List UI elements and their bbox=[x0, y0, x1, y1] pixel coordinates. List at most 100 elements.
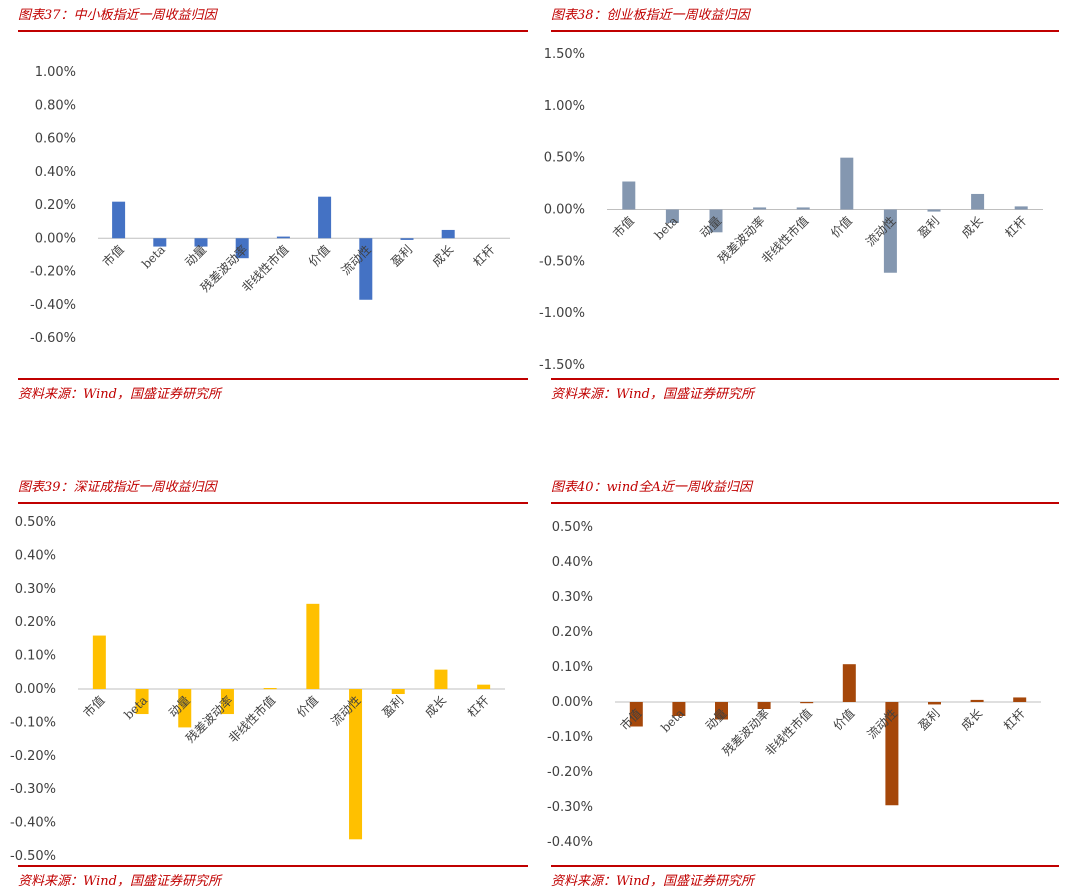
source-rule bbox=[551, 378, 1059, 380]
bar bbox=[753, 207, 767, 210]
y-tick-label: 0.20% bbox=[552, 625, 593, 640]
title-rule bbox=[551, 30, 1059, 32]
bar bbox=[842, 664, 856, 702]
x-category-label: beta bbox=[139, 242, 168, 271]
title-rule bbox=[18, 502, 528, 504]
y-tick-label: -0.60% bbox=[30, 331, 76, 346]
bar bbox=[1014, 206, 1028, 210]
y-tick-label: 0.20% bbox=[35, 198, 76, 213]
bar-chart: 1.00% 0.80% 0.60% 0.40% 0.20% 0.00% -0.20% -0.4… bbox=[30, 65, 510, 346]
chart-panel-38: 图表38：创业板指近一周收益归因 1.50% 1.00% 0.50% 0.00% -0.… bbox=[539, 4, 1059, 404]
y-tick-label: -0.50% bbox=[539, 254, 585, 269]
bar bbox=[757, 702, 771, 709]
bar bbox=[359, 238, 373, 300]
bar bbox=[276, 236, 290, 239]
bar bbox=[220, 689, 234, 715]
bar bbox=[928, 702, 941, 705]
bar bbox=[885, 702, 899, 806]
x-category-label: 价值 bbox=[293, 693, 321, 721]
y-tick-label: -0.20% bbox=[30, 265, 76, 280]
bar bbox=[800, 702, 814, 704]
x-category-label: 市值 bbox=[80, 693, 108, 721]
x-category-label: 成长 bbox=[958, 706, 985, 733]
bar bbox=[715, 702, 728, 720]
bar bbox=[391, 689, 405, 695]
y-tick-label: -0.20% bbox=[547, 765, 593, 780]
bar bbox=[306, 603, 320, 689]
bar bbox=[153, 238, 167, 247]
bar bbox=[883, 209, 897, 273]
source-note: 资料来源：Wind，国盛证券研究所 bbox=[551, 874, 754, 889]
x-category-label: 价值 bbox=[305, 242, 333, 270]
y-tick-label: -0.40% bbox=[547, 835, 593, 850]
y-tick-label: -0.30% bbox=[10, 782, 56, 797]
bar bbox=[318, 196, 332, 239]
y-tick-label: 1.50% bbox=[544, 47, 585, 62]
y-tick-label: 0.50% bbox=[15, 515, 56, 530]
chart-panel-40: 图表40：wind全A近一周收益归因 0.50% 0.40% 0.30% 0.20% 0… bbox=[547, 476, 1059, 889]
bar-chart: 0.50% 0.40% 0.30% 0.20% 0.10% 0.00% -0.10% -0.2… bbox=[10, 515, 505, 864]
source-note: 资料来源：Wind，国盛证券研究所 bbox=[18, 874, 221, 889]
bar bbox=[709, 209, 723, 233]
x-category-label: 非线性市值 bbox=[762, 706, 815, 759]
y-tick-label: -0.10% bbox=[547, 730, 593, 745]
y-tick-label: 0.30% bbox=[552, 590, 593, 605]
bar-chart: 0.50% 0.40% 0.30% 0.20% 0.10% 0.00% -0.10% -0.2… bbox=[547, 520, 1041, 850]
x-category-label: 杠杆 bbox=[464, 693, 492, 721]
x-category-label: 价值 bbox=[830, 706, 858, 734]
bar bbox=[477, 684, 491, 689]
x-category-label: 成长 bbox=[429, 242, 456, 269]
bar bbox=[349, 689, 363, 840]
source-note: 资料来源：Wind，国盛证券研究所 bbox=[551, 387, 754, 402]
x-category-label: 市值 bbox=[609, 213, 637, 241]
chart-title: 图表39：深证成指近一周收益归因 bbox=[18, 480, 217, 495]
bar bbox=[135, 689, 149, 715]
y-tick-label: 0.30% bbox=[15, 582, 56, 597]
chart-panel-39: 图表39：深证成指近一周收益归因 0.50% 0.40% 0.30% 0.20% 0.1… bbox=[10, 476, 528, 889]
title-rule bbox=[551, 502, 1059, 504]
y-tick-label: 0.50% bbox=[552, 520, 593, 535]
bar bbox=[441, 229, 455, 239]
y-tick-label: 0.40% bbox=[15, 548, 56, 563]
bar-chart: 1.50% 1.00% 0.50% 0.00% -0.50% -1.00% -1.50% 市值… bbox=[539, 47, 1043, 373]
y-tick-label: -0.30% bbox=[547, 800, 593, 815]
source-rule bbox=[18, 865, 528, 867]
bar bbox=[178, 689, 192, 728]
bar bbox=[263, 687, 277, 690]
y-tick-label: -0.20% bbox=[10, 749, 56, 764]
y-tick-label: -0.10% bbox=[10, 715, 56, 730]
y-tick-label: -1.50% bbox=[539, 358, 585, 373]
chart-title: 图表40：wind全A近一周收益归因 bbox=[551, 480, 752, 495]
bar bbox=[629, 702, 643, 727]
y-tick-label: 0.40% bbox=[35, 165, 76, 180]
bar bbox=[194, 238, 208, 247]
x-category-label: 盈利 bbox=[916, 706, 943, 733]
chart-title: 图表38：创业板指近一周收益归因 bbox=[551, 8, 750, 23]
bar bbox=[665, 209, 679, 223]
x-category-label: 杠杆 bbox=[1000, 706, 1028, 734]
bar bbox=[971, 193, 985, 210]
bar bbox=[927, 209, 941, 212]
bar bbox=[434, 669, 448, 689]
y-tick-label: 0.00% bbox=[552, 695, 593, 710]
y-tick-label: -0.40% bbox=[30, 298, 76, 313]
chart-title: 图表37：中小板指近一周收益归因 bbox=[18, 8, 217, 23]
source-rule bbox=[551, 865, 1059, 867]
bar bbox=[235, 238, 249, 259]
x-category-label: 杠杆 bbox=[1002, 213, 1030, 241]
y-tick-label: 0.00% bbox=[544, 203, 585, 218]
x-category-label: 杠杆 bbox=[470, 242, 498, 270]
y-tick-label: 0.40% bbox=[552, 555, 593, 570]
y-tick-label: 0.10% bbox=[15, 649, 56, 664]
y-tick-label: 0.20% bbox=[15, 615, 56, 630]
y-tick-label: -0.50% bbox=[10, 849, 56, 864]
source-note: 资料来源：Wind，国盛证券研究所 bbox=[18, 387, 221, 402]
y-tick-label: 0.10% bbox=[552, 660, 593, 675]
y-tick-label: 0.00% bbox=[35, 231, 76, 246]
bar bbox=[1013, 697, 1027, 702]
bar bbox=[840, 157, 854, 210]
bar bbox=[970, 699, 984, 702]
y-tick-label: 0.00% bbox=[15, 682, 56, 697]
bar bbox=[622, 181, 636, 210]
bar bbox=[400, 238, 414, 240]
